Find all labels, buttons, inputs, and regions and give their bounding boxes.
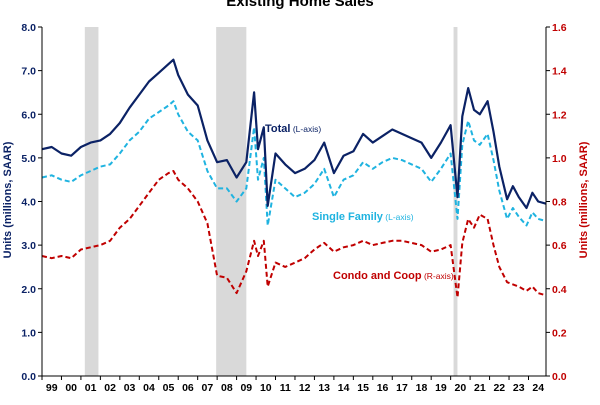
- left-tick-label: 7.0: [21, 66, 36, 78]
- right-tick-label: 1.4: [552, 66, 567, 78]
- x-tick-label: 17: [396, 382, 408, 394]
- left-tick-label: 3.0: [21, 240, 36, 252]
- right-tick-label: 0.0: [552, 371, 567, 383]
- x-tick-label: 13: [318, 382, 330, 394]
- right-y-ticks: 0.0 0.2 0.4 0.6 0.8 1.0 1.2 1.4 1.6: [546, 22, 567, 383]
- condo-series-line: [41, 170, 547, 299]
- x-tick-label: 19: [435, 382, 447, 394]
- x-ticks: 99 00 01 02 03 04 05 06 07 08 09 10 11 12 13 14 15 16 17 18…: [41, 376, 544, 394]
- total-series-axis-note: (L-axis): [290, 124, 321, 134]
- left-tick-label: 5.0: [21, 153, 36, 165]
- total-series-label: Total (L-axis): [265, 123, 321, 135]
- x-tick-label: 06: [182, 382, 194, 394]
- x-tick-label: 16: [377, 382, 389, 394]
- total-series-name: Total: [265, 123, 290, 135]
- right-y-axis-label: Units (millions, SAAR): [578, 141, 590, 258]
- right-tick-label: 0.2: [552, 327, 567, 339]
- x-tick-label: 01: [85, 382, 97, 394]
- left-tick-label: 1.0: [21, 327, 36, 339]
- recession-band-1: [84, 27, 99, 376]
- x-tick-label: 02: [104, 382, 116, 394]
- x-tick-label: 05: [163, 382, 175, 394]
- right-tick-label: 1.0: [552, 153, 567, 165]
- right-tick-label: 0.4: [552, 284, 567, 296]
- left-tick-label: 6.0: [21, 109, 36, 121]
- x-tick-label: 12: [299, 382, 311, 394]
- left-tick-label: 2.0: [21, 284, 36, 296]
- x-tick-label: 24: [532, 382, 544, 394]
- left-tick-label: 0.0: [21, 371, 36, 383]
- right-tick-label: 1.2: [552, 109, 567, 121]
- condo-series-label: Condo and Coop (R-axis): [333, 270, 454, 282]
- x-tick-label: 00: [65, 382, 77, 394]
- x-tick-label: 03: [124, 382, 136, 394]
- condo-series-name: Condo and Coop: [333, 270, 422, 282]
- right-tick-label: 0.6: [552, 240, 567, 252]
- x-tick-label: 04: [143, 382, 155, 394]
- total-series-line: [41, 58, 547, 210]
- x-tick-label: 11: [280, 382, 291, 394]
- single-family-series-axis-note: (L-axis): [383, 212, 414, 222]
- x-tick-label: 10: [260, 382, 272, 394]
- x-tick-label: 15: [357, 382, 369, 394]
- x-tick-label: 09: [240, 382, 252, 394]
- recession-band-2: [216, 27, 247, 376]
- x-tick-label: 07: [202, 382, 214, 394]
- x-tick-label: 21: [474, 382, 486, 394]
- single-family-series-line: [41, 100, 547, 227]
- x-tick-label: 22: [493, 382, 505, 394]
- x-tick-label: 23: [513, 382, 525, 394]
- left-y-axis-label: Units (millions, SAAR): [2, 141, 14, 258]
- x-tick-label: 18: [416, 382, 428, 394]
- right-tick-label: 1.6: [552, 22, 567, 34]
- x-tick-label: 99: [46, 382, 58, 394]
- series-lines: [41, 58, 547, 299]
- single-family-series-name: Single Family: [312, 211, 384, 223]
- left-y-ticks: 0.0 1.0 2.0 3.0 4.0 5.0 6.0 7.0 8.0: [21, 22, 42, 383]
- x-tick-label: 14: [338, 382, 350, 394]
- single-family-series-label: Single Family (L-axis): [312, 211, 414, 223]
- condo-series-axis-note: (R-axis): [422, 271, 454, 281]
- left-tick-label: 8.0: [21, 22, 36, 34]
- chart-title: Existing Home Sales: [226, 0, 374, 10]
- right-tick-label: 0.8: [552, 197, 567, 209]
- left-tick-label: 4.0: [21, 197, 36, 209]
- x-tick-label: 20: [455, 382, 467, 394]
- x-tick-label: 08: [221, 382, 233, 394]
